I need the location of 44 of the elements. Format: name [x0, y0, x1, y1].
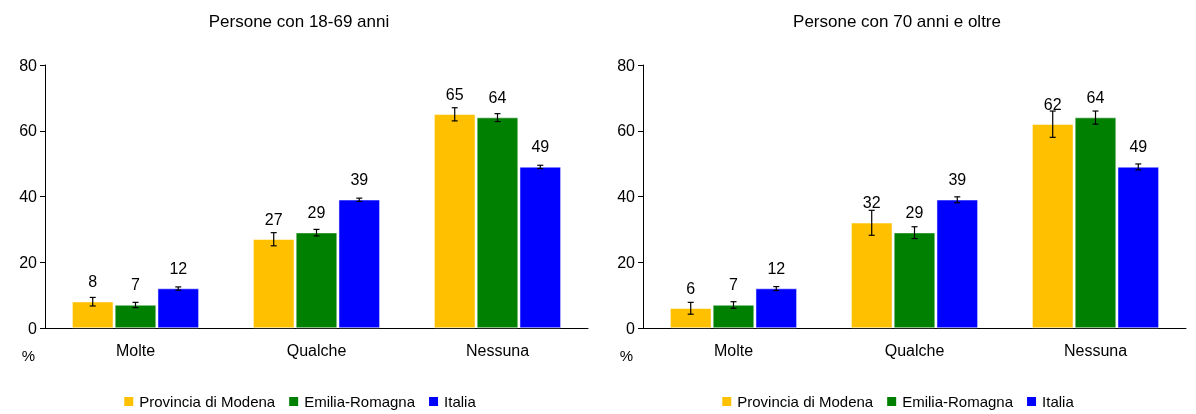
x-tick-label: Qualche: [884, 341, 945, 359]
y-tick-label: 20: [617, 253, 636, 271]
data-label: 7: [729, 276, 739, 294]
legend-label: Provincia di Modena: [737, 393, 874, 410]
y-tick-label: 40: [617, 188, 636, 205]
y-tick-label: 60: [19, 122, 38, 140]
y-axis-title: %: [21, 347, 35, 364]
data-label: 65: [445, 85, 464, 103]
data-label: 12: [169, 260, 188, 278]
data-label: 7: [131, 276, 141, 294]
y-tick-label: 80: [617, 56, 636, 74]
data-label: 6: [686, 279, 696, 297]
data-label: 39: [948, 171, 967, 189]
legend-label: Emilia-Romagna: [304, 393, 416, 410]
x-tick-label: Nessuna: [465, 341, 530, 359]
data-label: 49: [531, 138, 550, 156]
y-tick-label: 0: [626, 319, 636, 337]
data-label: 39: [350, 171, 369, 189]
data-label: 29: [307, 204, 326, 222]
y-tick-label: 80: [19, 56, 38, 74]
legend-label: Italia: [444, 393, 477, 410]
y-tick-label: 20: [19, 253, 38, 271]
chart-title: Persone con 70 anni e oltre: [793, 12, 1001, 31]
y-tick-label: 0: [28, 319, 38, 337]
chart-title: Persone con 18-69 anni: [208, 12, 390, 31]
data-label: 32: [862, 194, 881, 212]
x-tick-label: Molte: [115, 341, 156, 359]
x-tick-label: Molte: [713, 341, 754, 359]
x-tick-label: Nessuna: [1063, 341, 1128, 359]
legend-label: Provincia di Modena: [139, 393, 276, 410]
data-label: 29: [905, 204, 924, 222]
data-label: 8: [88, 273, 98, 291]
legend-label: Emilia-Romagna: [902, 393, 1014, 410]
legend-label: Italia: [1042, 393, 1075, 410]
data-label: 64: [1086, 89, 1105, 107]
x-tick-label: Qualche: [286, 341, 347, 359]
data-label: 62: [1043, 95, 1062, 113]
y-tick-label: 40: [19, 188, 38, 205]
y-axis-title: %: [619, 347, 633, 364]
data-label: 12: [767, 260, 786, 278]
data-label: 64: [488, 89, 507, 107]
data-label: 27: [264, 210, 283, 228]
y-tick-label: 60: [617, 122, 636, 140]
data-label: 49: [1129, 138, 1148, 156]
